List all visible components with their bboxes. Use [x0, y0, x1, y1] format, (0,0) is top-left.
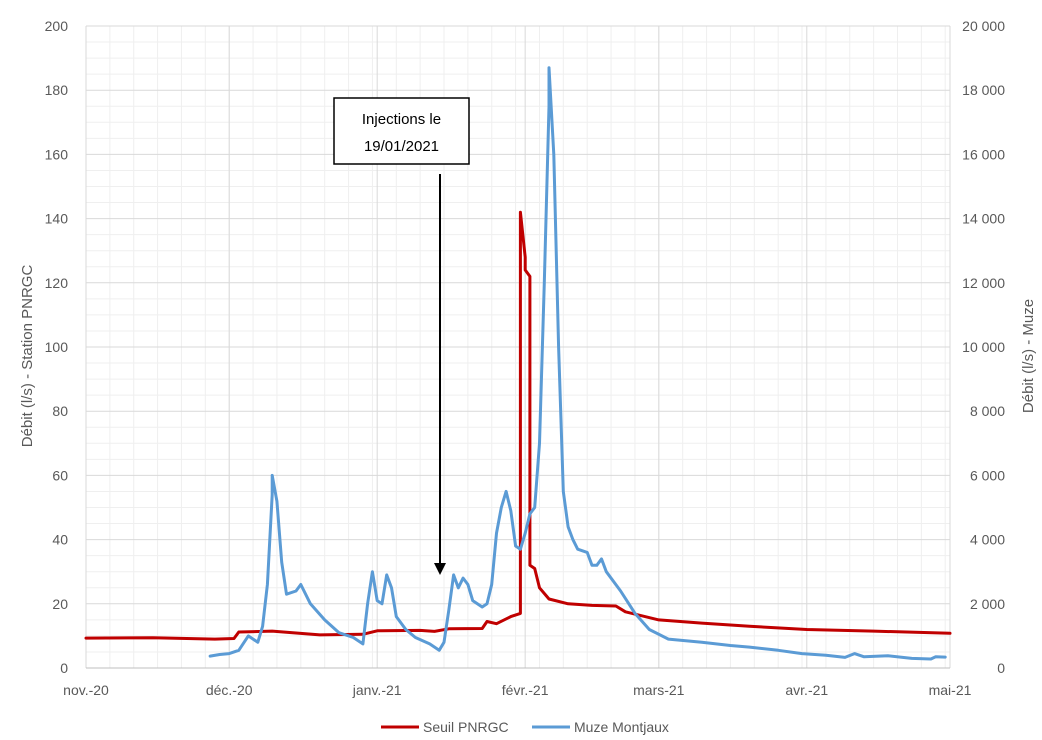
- injection-annotation: Injections le 19/01/2021: [333, 97, 470, 575]
- y-left-tick-label: 60: [52, 467, 68, 483]
- y-right-tick-label: 12 000: [962, 275, 1005, 291]
- y-left-tick-label: 100: [45, 339, 69, 355]
- legend-label-seuil: Seuil PNRGC: [423, 719, 509, 735]
- y-right-tick-label: 0: [997, 660, 1005, 676]
- y-left-tick-labels: 0 20 40 60 80 100 120 140 160 180 200: [45, 18, 69, 676]
- legend: Seuil PNRGC Muze Montjaux: [381, 719, 669, 735]
- annotation-arrowhead: [434, 563, 446, 575]
- y-right-tick-label: 14 000: [962, 211, 1005, 227]
- y-left-tick-label: 40: [52, 532, 68, 548]
- y-right-tick-label: 4 000: [970, 532, 1005, 548]
- series-layer: [84, 66, 952, 661]
- y-right-tick-label: 20 000: [962, 18, 1005, 34]
- y-left-tick-label: 0: [60, 660, 68, 676]
- y-right-tick-labels: 0 2 000 4 000 6 000 8 000 10 000 12 000 14 000 1…: [962, 18, 1005, 676]
- y-left-tick-label: 180: [45, 82, 69, 98]
- legend-label-muze: Muze Montjaux: [574, 719, 669, 735]
- x-tick-label: févr.-21: [502, 682, 549, 698]
- y-right-axis-title: Débit (l/s) - Muze: [1020, 299, 1037, 413]
- y-left-tick-label: 200: [45, 18, 69, 34]
- y-left-tick-label: 20: [52, 596, 68, 612]
- y-left-tick-label: 140: [45, 211, 69, 227]
- annotation-box: [333, 97, 470, 165]
- y-left-axis-title: Débit (l/s) - Station PNRGC: [19, 265, 36, 448]
- y-left-tick-label: 120: [45, 275, 69, 291]
- y-left-tick-label: 160: [45, 146, 69, 162]
- y-right-tick-label: 8 000: [970, 403, 1005, 419]
- series-line-seuil-pnrgc: [84, 210, 952, 641]
- x-tick-label: mai-21: [929, 682, 972, 698]
- annotation-line-2: 19/01/2021: [364, 138, 439, 155]
- y-right-tick-label: 18 000: [962, 82, 1005, 98]
- y-right-tick-label: 2 000: [970, 596, 1005, 612]
- y-right-tick-label: 16 000: [962, 146, 1005, 162]
- y-right-tick-label: 10 000: [962, 339, 1005, 355]
- x-tick-labels: nov.-20 déc.-20 janv.-21 févr.-21 mars-21 avr…: [63, 682, 971, 698]
- x-tick-label: mars-21: [633, 682, 685, 698]
- series-line-muze-montjaux: [208, 66, 947, 661]
- y-left-tick-label: 80: [52, 403, 68, 419]
- x-tick-label: avr.-21: [785, 682, 828, 698]
- x-tick-label: nov.-20: [63, 682, 109, 698]
- annotation-line-1: Injections le: [362, 111, 441, 128]
- x-tick-label: déc.-20: [206, 682, 253, 698]
- x-tick-label: janv.-21: [352, 682, 402, 698]
- y-right-tick-label: 6 000: [970, 467, 1005, 483]
